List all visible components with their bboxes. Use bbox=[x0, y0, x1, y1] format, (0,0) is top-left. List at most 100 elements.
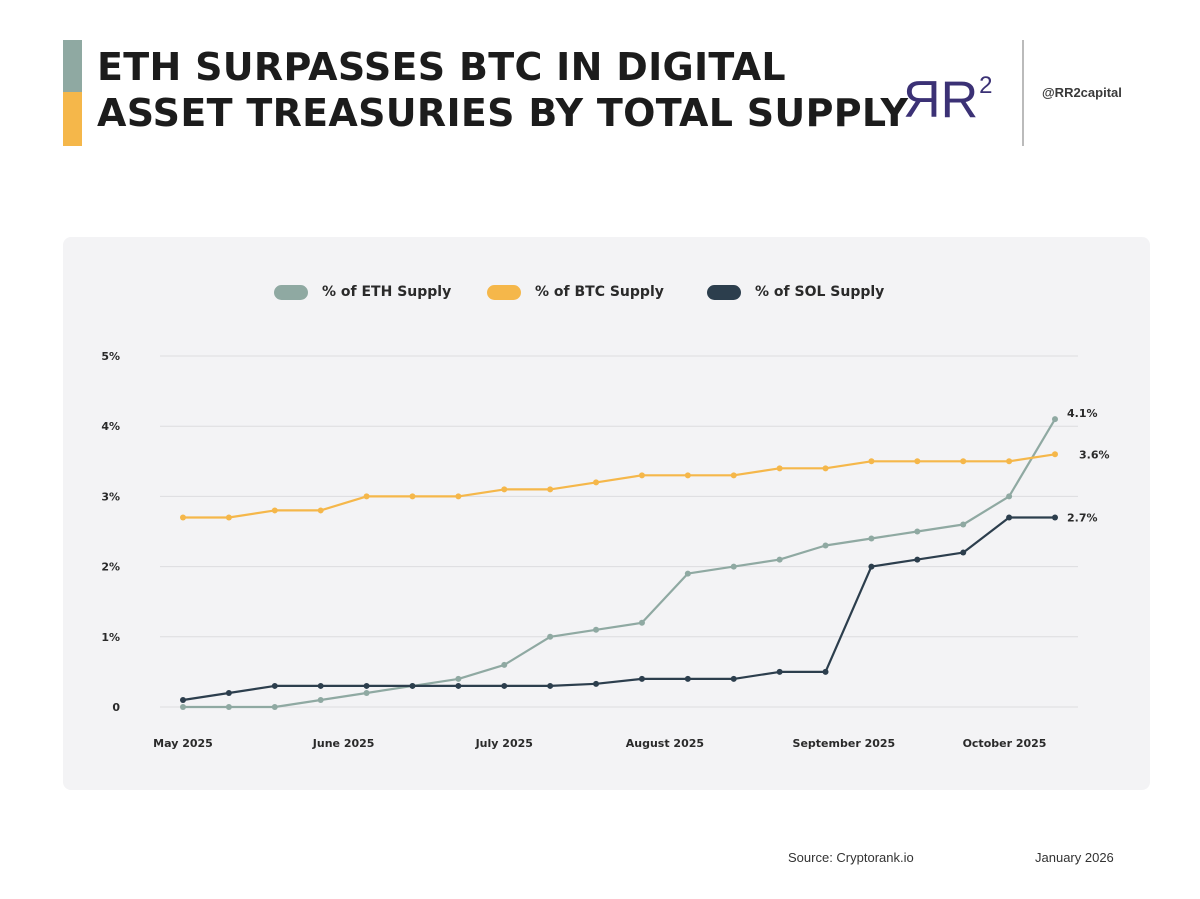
data-point bbox=[225, 514, 232, 521]
data-point bbox=[914, 556, 921, 563]
data-point bbox=[868, 458, 875, 465]
data-point bbox=[271, 507, 278, 514]
data-point bbox=[684, 472, 691, 479]
data-point bbox=[638, 472, 645, 479]
legend-btc: % of BTC Supply bbox=[487, 283, 664, 301]
end-value-label: 3.6% bbox=[1079, 448, 1110, 461]
data-point bbox=[547, 633, 554, 640]
title-line-2: ASSET TREASURIES BY TOTAL SUPPLY bbox=[97, 91, 909, 135]
data-point bbox=[684, 570, 691, 577]
data-point bbox=[455, 675, 462, 682]
data-point bbox=[1052, 416, 1058, 423]
data-point bbox=[960, 458, 967, 465]
data-point bbox=[409, 493, 416, 500]
series-lines bbox=[180, 416, 1058, 710]
data-point bbox=[180, 696, 186, 703]
data-point bbox=[1006, 493, 1013, 500]
data-point bbox=[363, 689, 370, 696]
y-tick-label: 3% bbox=[101, 490, 120, 503]
data-point bbox=[455, 682, 462, 689]
data-point bbox=[1006, 458, 1013, 465]
data-point bbox=[960, 549, 967, 556]
data-point bbox=[868, 563, 875, 570]
data-point bbox=[730, 472, 737, 479]
title-accent-bar-gray bbox=[63, 40, 82, 92]
data-point bbox=[501, 682, 508, 689]
legend-sol: % of SOL Supply bbox=[707, 283, 884, 301]
legend-swatch-btc bbox=[487, 284, 521, 300]
legend-label-btc: % of BTC Supply bbox=[535, 284, 664, 300]
rr2-logo: RR 2 bbox=[905, 66, 993, 130]
data-point bbox=[317, 696, 324, 703]
publish-date: January 2026 bbox=[1035, 850, 1114, 865]
data-point bbox=[225, 689, 232, 696]
legend-eth: % of ETH Supply bbox=[274, 283, 451, 301]
title-accent-bar-yellow bbox=[63, 92, 82, 146]
y-tick-label: 4% bbox=[101, 420, 120, 433]
social-handle: @RR2capital bbox=[1042, 85, 1122, 100]
y-axis-ticks: 0 1% 2% 3% 4% 5% bbox=[101, 350, 120, 714]
x-tick-label: October 2025 bbox=[963, 737, 1047, 750]
x-tick-label: May 2025 bbox=[153, 737, 213, 750]
data-point bbox=[776, 668, 783, 675]
data-point bbox=[593, 626, 600, 633]
y-tick-label: 1% bbox=[101, 631, 120, 644]
data-point bbox=[363, 493, 370, 500]
data-point bbox=[180, 704, 186, 710]
data-point bbox=[501, 486, 508, 493]
logo-superscript: 2 bbox=[979, 72, 993, 99]
title-line-1: ETH SURPASSES BTC IN DIGITAL bbox=[97, 45, 786, 89]
logo-r: R bbox=[940, 71, 979, 130]
data-point bbox=[822, 668, 829, 675]
data-point bbox=[593, 680, 600, 687]
data-point bbox=[317, 507, 324, 514]
data-point bbox=[455, 493, 462, 500]
series-line-2 bbox=[181, 516, 1057, 702]
data-point bbox=[180, 514, 186, 521]
data-point bbox=[363, 682, 370, 689]
legend-swatch-sol bbox=[707, 284, 741, 300]
data-point bbox=[225, 704, 232, 710]
data-point bbox=[730, 675, 737, 682]
data-point bbox=[409, 682, 416, 689]
data-point bbox=[638, 619, 645, 626]
chart-panel bbox=[63, 237, 1150, 790]
y-tick-label: 2% bbox=[101, 561, 120, 574]
data-point bbox=[868, 535, 875, 542]
end-value-label: 2.7% bbox=[1067, 511, 1098, 524]
data-point bbox=[638, 675, 645, 682]
x-tick-label: June 2025 bbox=[312, 737, 375, 750]
data-point bbox=[547, 486, 554, 493]
data-point bbox=[684, 675, 691, 682]
legend-label-eth: % of ETH Supply bbox=[322, 284, 452, 300]
header-divider bbox=[1022, 40, 1024, 146]
x-axis-ticks: May 2025 June 2025 July 2025 August 2025 Sep… bbox=[153, 737, 1046, 750]
data-point bbox=[271, 704, 278, 710]
page-title: ETH SURPASSES BTC IN DIGITAL ASSET TREAS… bbox=[97, 44, 908, 136]
end-value-label: 4.1% bbox=[1067, 407, 1098, 420]
data-point bbox=[960, 521, 967, 528]
x-tick-label: July 2025 bbox=[475, 737, 533, 750]
data-point bbox=[501, 661, 508, 668]
data-point bbox=[271, 682, 278, 689]
y-tick-label: 0 bbox=[112, 701, 120, 714]
data-point bbox=[317, 682, 324, 689]
data-point bbox=[730, 563, 737, 570]
data-point bbox=[547, 682, 554, 689]
series-line-0 bbox=[181, 418, 1057, 709]
y-tick-label: 5% bbox=[101, 350, 120, 363]
gridlines bbox=[160, 355, 1078, 708]
end-labels: 4.1% 3.6% 2.7% bbox=[1067, 407, 1110, 524]
x-tick-label: September 2025 bbox=[793, 737, 896, 750]
data-point bbox=[776, 556, 783, 563]
x-tick-label: August 2025 bbox=[626, 737, 704, 750]
data-point bbox=[914, 458, 921, 465]
series-line-1 bbox=[181, 453, 1057, 519]
source-note: Source: Cryptorank.io bbox=[788, 850, 914, 865]
data-point bbox=[1052, 451, 1058, 458]
data-point bbox=[776, 465, 783, 472]
data-point bbox=[1006, 514, 1013, 521]
legend-swatch-eth bbox=[274, 284, 308, 300]
data-point bbox=[1052, 514, 1058, 521]
